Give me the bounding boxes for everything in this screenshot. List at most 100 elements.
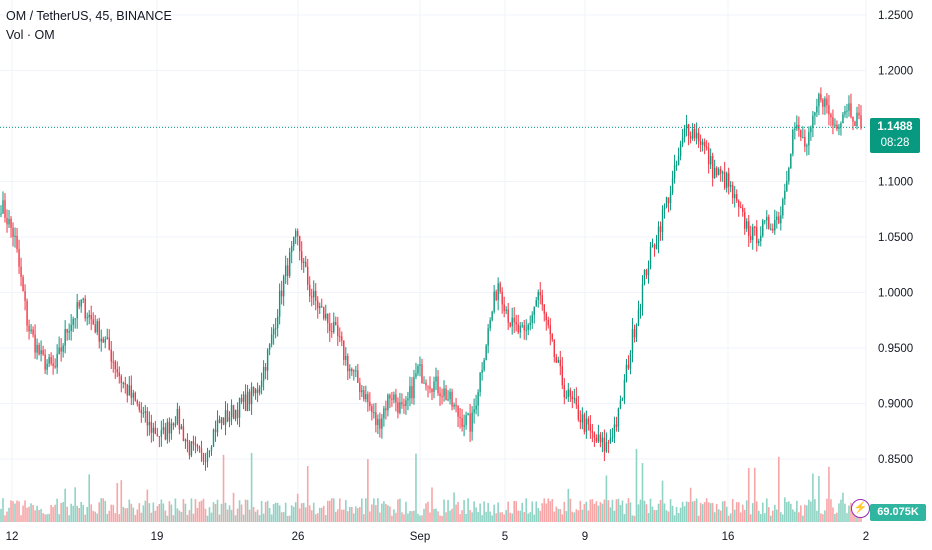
- volume-bar: [645, 504, 648, 522]
- volume-bar: [405, 501, 407, 522]
- volume-bar: [210, 512, 213, 522]
- volume-bar: [34, 510, 36, 522]
- candle-body: [204, 461, 207, 463]
- volume-bar: [767, 507, 770, 522]
- candle-body: [852, 116, 854, 122]
- volume-bar: [361, 498, 363, 522]
- volume-bar: [838, 503, 840, 522]
- volume-bar: [840, 499, 842, 522]
- time-axis[interactable]: 12 19 26 Sep 5 9 16 2: [6, 531, 870, 543]
- volume-bar: [206, 515, 209, 522]
- candle-body: [557, 359, 559, 363]
- volume-bar: [786, 501, 788, 522]
- time-tick-label: 26: [292, 531, 305, 543]
- candle-body: [40, 350, 42, 355]
- candle-body: [577, 404, 580, 420]
- price-tick-label: 1.0000: [878, 288, 913, 300]
- candle-body: [246, 391, 249, 411]
- candle-body: [850, 103, 852, 117]
- volume-bar: [715, 503, 718, 522]
- candle-body: [802, 136, 804, 138]
- volume-bar: [80, 501, 82, 522]
- time-tick-label: 16: [722, 531, 735, 543]
- candle-body: [423, 382, 425, 384]
- candle-body: [84, 298, 86, 319]
- volume-bar: [741, 504, 744, 522]
- candle-body: [581, 414, 584, 423]
- volume-bar: [355, 506, 357, 522]
- volume-bar: [595, 501, 598, 522]
- candle-body: [723, 172, 726, 188]
- candle-body: [100, 338, 102, 342]
- volume-bar: [525, 498, 528, 522]
- volume-bar: [812, 473, 814, 522]
- volume-bar: [46, 514, 48, 522]
- volume-bar: [559, 509, 562, 522]
- volume-bar: [771, 510, 774, 522]
- candle-body: [335, 321, 337, 326]
- candle-body: [523, 325, 525, 331]
- candle-body: [816, 106, 818, 113]
- candle-body: [818, 94, 820, 107]
- volume-bar: [306, 466, 309, 522]
- volume-bar: [90, 504, 93, 522]
- volume-bar: [353, 513, 355, 522]
- candle-body: [431, 388, 433, 392]
- volume-bar: [441, 515, 443, 522]
- candle-body: [459, 416, 461, 419]
- candle-body: [689, 135, 692, 139]
- volume-bar: [256, 509, 259, 522]
- candle-body: [587, 418, 590, 425]
- candle-body: [172, 423, 175, 426]
- candle-body: [774, 220, 776, 231]
- candle-body: [74, 318, 76, 320]
- candle-body: [383, 408, 385, 419]
- volume-bar: [60, 502, 62, 522]
- candle-body: [92, 319, 94, 325]
- volume-bar: [737, 502, 740, 522]
- candle-body: [220, 417, 223, 424]
- candle-body: [788, 168, 790, 182]
- candle-body: [315, 290, 317, 301]
- lightning-icon[interactable]: ⚡: [851, 499, 870, 518]
- volume-bar: [769, 515, 772, 522]
- candle-body: [240, 397, 243, 402]
- candle-body: [282, 276, 285, 297]
- candle-body: [479, 372, 481, 393]
- volume-bar: [477, 512, 479, 522]
- volume-bar: [140, 512, 143, 522]
- candle-body: [509, 322, 511, 327]
- volume-bar: [318, 507, 321, 522]
- candle-body: [593, 432, 596, 438]
- candle-body: [649, 246, 652, 268]
- candle-body: [278, 290, 281, 317]
- candle-body: [228, 417, 231, 422]
- candle-body: [268, 344, 271, 350]
- candle-body: [752, 226, 754, 240]
- candle-body: [545, 313, 547, 321]
- candle-body: [192, 441, 195, 444]
- candle-body: [475, 405, 477, 410]
- candle-body: [561, 366, 564, 386]
- candle-body: [808, 132, 810, 146]
- candle-body: [184, 439, 187, 441]
- volume-bar: [735, 502, 738, 522]
- candle-body: [605, 442, 608, 452]
- price-axis[interactable]: 1.25001.20001.15001.10001.05001.00000.95…: [878, 10, 913, 466]
- last-volume-tag: 69.075K: [870, 504, 926, 521]
- candle-body: [429, 386, 431, 389]
- candle-body: [158, 436, 161, 438]
- candle-body: [563, 385, 566, 398]
- candle-body: [236, 409, 239, 418]
- volume-bar: [659, 499, 662, 522]
- candle-body: [579, 419, 582, 423]
- volume-bar: [411, 511, 413, 522]
- volume-bar: [547, 498, 550, 522]
- candle-body: [258, 387, 261, 393]
- volume-bar: [200, 500, 203, 522]
- volume-bar: [671, 505, 674, 522]
- candle-body: [325, 313, 327, 319]
- volume-bar: [429, 512, 431, 522]
- candle-body: [451, 391, 453, 407]
